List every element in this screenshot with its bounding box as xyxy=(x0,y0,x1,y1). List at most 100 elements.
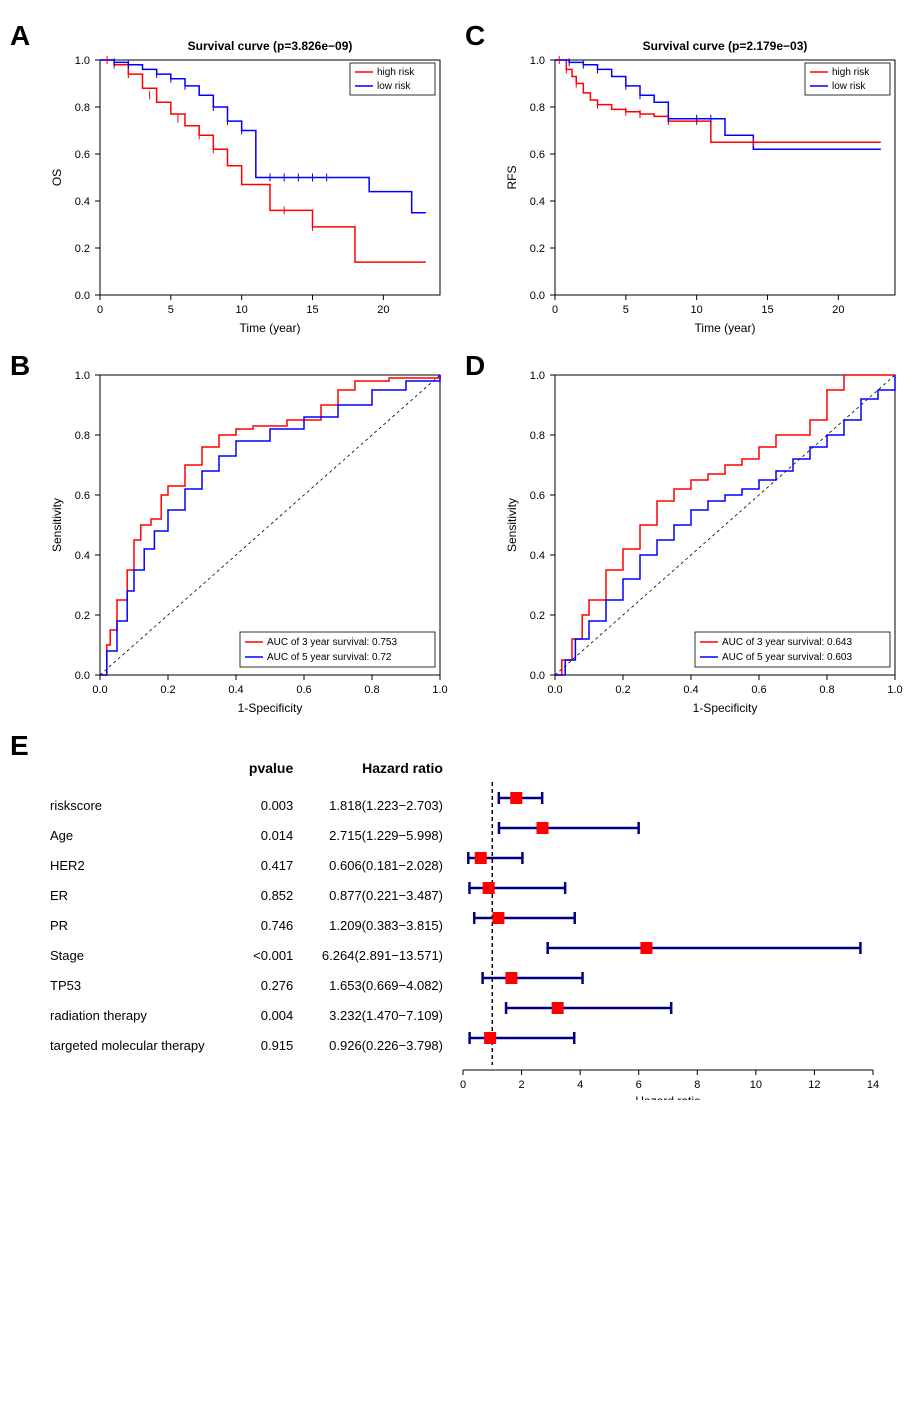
forest-row-pvalue: 0.276 xyxy=(228,970,294,1000)
svg-text:0.0: 0.0 xyxy=(75,290,90,302)
svg-text:2: 2 xyxy=(519,1079,525,1091)
forest-row-pvalue: <0.001 xyxy=(228,940,294,970)
forest-row-pvalue: 0.852 xyxy=(228,880,294,910)
figure-container: A Survival curve (p=3.826e−09)051015200.… xyxy=(0,0,913,1130)
panel-label-D: D xyxy=(465,350,485,382)
panel-C: C Survival curve (p=2.179e−03) 0 5 10 15 20 0.… xyxy=(465,20,910,340)
forest-row-hr: 2.715(1.229−5.998) xyxy=(293,820,443,850)
svg-text:1-Specificity: 1-Specificity xyxy=(238,701,303,715)
svg-text:20: 20 xyxy=(377,304,389,316)
svg-text:0.4: 0.4 xyxy=(75,196,90,208)
forest-row-hr: 1.209(0.383−3.815) xyxy=(293,910,443,940)
svg-text:0: 0 xyxy=(552,304,558,316)
svg-text:0.8: 0.8 xyxy=(75,430,90,442)
forest-row-pvalue: 0.004 xyxy=(228,1000,294,1030)
svg-text:0.0: 0.0 xyxy=(75,670,90,682)
forest-row-hr: 0.877(0.221−3.487) xyxy=(293,880,443,910)
svg-text:0.2: 0.2 xyxy=(75,243,90,255)
svg-text:0.8: 0.8 xyxy=(364,684,379,696)
svg-text:1.0: 1.0 xyxy=(887,684,902,696)
forest-row-hr: 0.926(0.226−3.798) xyxy=(293,1030,443,1060)
svg-text:0.6: 0.6 xyxy=(751,684,766,696)
svg-text:low risk: low risk xyxy=(377,81,411,92)
svg-text:0.2: 0.2 xyxy=(615,684,630,696)
forest-row-hr: 1.818(1.223−2.703) xyxy=(293,790,443,820)
svg-text:1-Specificity: 1-Specificity xyxy=(693,701,758,715)
svg-text:0.4: 0.4 xyxy=(228,684,243,696)
forest-row-hr: 0.606(0.181−2.028) xyxy=(293,850,443,880)
forest-row-hr: 3.232(1.470−7.109) xyxy=(293,1000,443,1030)
svg-text:AUC of 3 year survival: 0.643: AUC of 3 year survival: 0.643 xyxy=(722,637,852,648)
panel-A: A Survival curve (p=3.826e−09)051015200.… xyxy=(10,20,455,340)
forest-row-label: PR xyxy=(50,910,228,940)
forest-row-pvalue: 0.915 xyxy=(228,1030,294,1060)
forest-row-label: TP53 xyxy=(50,970,228,1000)
svg-text:5: 5 xyxy=(623,304,629,316)
svg-text:14: 14 xyxy=(867,1079,879,1091)
svg-text:0.0: 0.0 xyxy=(530,670,545,682)
forest-row-label: targeted molecular therapy xyxy=(50,1030,228,1060)
svg-text:Hazard ratio: Hazard ratio xyxy=(635,1094,701,1100)
svg-text:1.0: 1.0 xyxy=(432,684,447,696)
svg-text:high risk: high risk xyxy=(377,67,415,78)
svg-text:0.0: 0.0 xyxy=(92,684,107,696)
forest-row-label: ER xyxy=(50,880,228,910)
svg-text:AUC of 3 year survival: 0.753: AUC of 3 year survival: 0.753 xyxy=(267,637,397,648)
svg-text:5: 5 xyxy=(168,304,174,316)
svg-text:AUC of 5 year survival: 0.603: AUC of 5 year survival: 0.603 xyxy=(722,652,852,663)
svg-text:0.6: 0.6 xyxy=(75,490,90,502)
svg-text:0: 0 xyxy=(97,304,103,316)
svg-text:20: 20 xyxy=(832,304,844,316)
forest-row-pvalue: 0.003 xyxy=(228,790,294,820)
svg-text:AUC of 5 year survival: 0.72: AUC of 5 year survival: 0.72 xyxy=(267,652,392,663)
svg-text:15: 15 xyxy=(761,304,773,316)
svg-text:Survival curve (p=3.826e−09): Survival curve (p=3.826e−09) xyxy=(188,39,353,53)
forest-header-pvalue: pvalue xyxy=(228,760,294,790)
svg-text:0.2: 0.2 xyxy=(75,610,90,622)
svg-text:8: 8 xyxy=(694,1079,700,1091)
panel-D: D 0.00.20.40.60.81.00.00.20.40.60.81.01-… xyxy=(465,350,910,720)
forest-row-label: Age xyxy=(50,820,228,850)
svg-text:1.0: 1.0 xyxy=(75,370,90,382)
forest-row-label: radiation therapy xyxy=(50,1000,228,1030)
svg-text:0.8: 0.8 xyxy=(819,684,834,696)
svg-text:0.6: 0.6 xyxy=(75,149,90,161)
svg-text:0.8: 0.8 xyxy=(530,430,545,442)
svg-text:1.0: 1.0 xyxy=(75,55,90,67)
svg-text:0.4: 0.4 xyxy=(683,684,698,696)
forest-row-hr: 1.653(0.669−4.082) xyxy=(293,970,443,1000)
forest-row-label: HER2 xyxy=(50,850,228,880)
svg-text:0.6: 0.6 xyxy=(530,490,545,502)
svg-text:0.4: 0.4 xyxy=(75,550,90,562)
forest-row-label: Stage xyxy=(50,940,228,970)
row-2: B 0.0 0.2 0.4 0.6 0.8 1.0 0.0 0.2 0.4 0.6 0.8 1.0 1-… xyxy=(10,350,903,720)
svg-text:0.2: 0.2 xyxy=(160,684,175,696)
forest-row-pvalue: 0.417 xyxy=(228,850,294,880)
svg-text:Survival curve (p=2.179e−03): Survival curve (p=2.179e−03) xyxy=(643,39,808,53)
forest-plot: riskscoreAgeHER2ERPRStageTP53radiation t… xyxy=(10,730,903,1110)
panel-E: E riskscoreAgeHER2ERPRStageTP53radiation… xyxy=(10,730,903,1110)
svg-text:0.4: 0.4 xyxy=(530,550,545,562)
forest-col-hr: Hazard ratio 1.818(1.223−2.703)2.715(1.2… xyxy=(293,760,453,1100)
svg-text:12: 12 xyxy=(808,1079,820,1091)
svg-text:15: 15 xyxy=(306,304,318,316)
svg-text:10: 10 xyxy=(750,1079,762,1091)
svg-text:Time (year): Time (year) xyxy=(695,321,756,335)
svg-text:0.4: 0.4 xyxy=(530,196,545,208)
svg-text:0: 0 xyxy=(460,1079,466,1091)
svg-text:0.8: 0.8 xyxy=(530,102,545,114)
forest-col-labels: riskscoreAgeHER2ERPRStageTP53radiation t… xyxy=(50,760,228,1100)
svg-text:1.0: 1.0 xyxy=(530,55,545,67)
svg-text:0.2: 0.2 xyxy=(530,243,545,255)
svg-text:10: 10 xyxy=(691,304,703,316)
row-1: A Survival curve (p=3.826e−09)051015200.… xyxy=(10,20,903,340)
forest-row-pvalue: 0.014 xyxy=(228,820,294,850)
svg-text:4: 4 xyxy=(577,1079,583,1091)
svg-text:high risk: high risk xyxy=(832,67,870,78)
panel-label-C: C xyxy=(465,20,485,52)
forest-col-pvalue: pvalue 0.0030.0140.4170.8520.746<0.0010.… xyxy=(228,760,294,1100)
panel-label-B: B xyxy=(10,350,30,382)
svg-text:0.0: 0.0 xyxy=(530,290,545,302)
svg-text:1.0: 1.0 xyxy=(530,370,545,382)
svg-text:0.2: 0.2 xyxy=(530,610,545,622)
